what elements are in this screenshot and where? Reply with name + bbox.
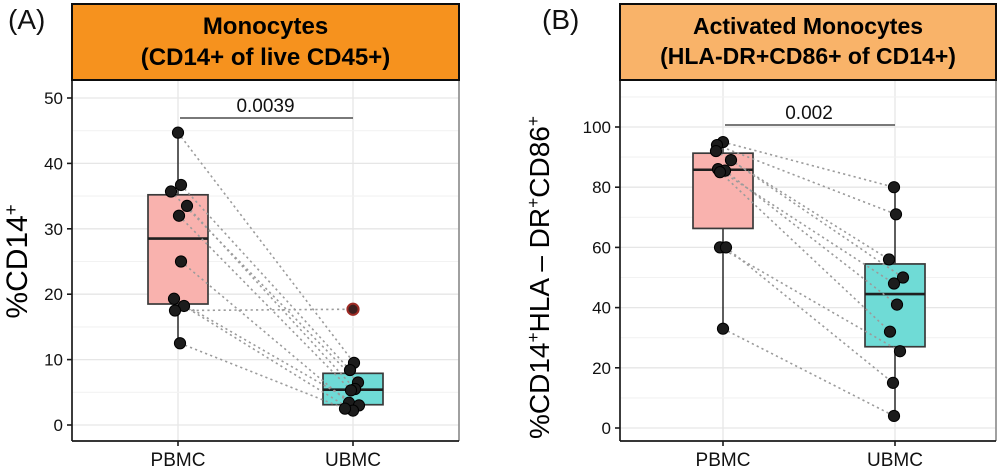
pair-line <box>183 305 354 412</box>
data-point-ubmc <box>890 298 904 311</box>
box-pbmc <box>692 152 754 230</box>
panel-b-label: (B) <box>542 4 580 35</box>
panel-a-title-line1: Monocytes <box>202 12 329 40</box>
y-tick-label: 0 <box>54 416 63 435</box>
data-point-pbmc <box>168 304 182 317</box>
outlier-point-ubmc <box>346 302 360 316</box>
data-point-pbmc <box>172 209 186 222</box>
y-tick-label: 0 <box>602 419 611 438</box>
data-point-ubmc <box>886 376 900 389</box>
data-point-ubmc <box>896 271 910 284</box>
data-point-ubmc <box>887 181 901 194</box>
data-point-ubmc <box>344 384 358 397</box>
x-tick-label: PBMC <box>696 450 751 469</box>
pair-line <box>730 159 904 279</box>
data-point-pbmc <box>173 337 187 350</box>
data-point-pbmc <box>171 126 185 139</box>
data-point-ubmc <box>889 208 903 221</box>
box-pbmc <box>147 193 209 305</box>
data-point-ubmc <box>338 402 352 415</box>
y-tick-label: 80 <box>592 178 611 197</box>
pair-line <box>724 170 898 306</box>
p-value-label: 0.002 <box>785 103 833 124</box>
pair-line <box>180 260 350 404</box>
panel-b-title-line1: Activated Monocytes <box>692 13 924 40</box>
x-tick-label: PBMC <box>151 450 206 469</box>
y-tick-label: 40 <box>592 299 611 318</box>
data-point-ubmc <box>893 345 907 358</box>
data-point-pbmc <box>716 322 730 335</box>
data-point-ubmc <box>887 409 901 423</box>
data-point-pbmc <box>719 241 733 254</box>
data-point-pbmc <box>174 178 188 192</box>
panel-a-title-line2: (CD14+ of live CD45+) <box>140 44 391 71</box>
y-tick-label: 40 <box>44 154 63 173</box>
pair-line <box>174 308 354 312</box>
x-tick-label: UBMC <box>325 450 381 469</box>
data-point-ubmc <box>883 325 897 338</box>
data-point-ubmc <box>887 277 901 290</box>
y-tick-label: 30 <box>44 220 63 239</box>
y-tick-label: 50 <box>44 89 63 108</box>
pair-line <box>717 168 895 285</box>
pair-line <box>725 246 894 384</box>
data-point-ubmc <box>882 253 896 266</box>
y-tick-label: 20 <box>592 359 611 378</box>
pair-line <box>719 246 901 352</box>
p-value-label: 0.0039 <box>236 96 294 117</box>
pair-line <box>180 184 351 371</box>
data-point-pbmc <box>713 166 727 179</box>
y-tick-label: 10 <box>44 351 63 370</box>
data-point-pbmc <box>164 185 178 198</box>
data-point-pbmc <box>174 255 188 268</box>
data-point-pbmc <box>724 154 738 167</box>
panel-b-header: Activated Monocytes (HLA-DR+CD86+ of CD1… <box>619 3 997 81</box>
y-tick-label: 100 <box>583 118 611 137</box>
y-tick-label: 20 <box>44 285 63 304</box>
data-point-pbmc <box>167 292 181 305</box>
data-point-pbmc <box>180 199 194 213</box>
y-axis-title: %CD14+HLA – DR+CD86+ <box>523 116 555 439</box>
data-point-ubmc <box>343 363 357 377</box>
pair-line <box>722 141 895 188</box>
x-tick-label: UBMC <box>867 450 923 469</box>
panel-a-header: Monocytes (CD14+ of live CD45+) <box>71 3 460 81</box>
pair-line <box>186 205 356 390</box>
panel-b-title-line2: (HLA-DR+CD86+ of CD14+) <box>660 43 956 69</box>
pair-line <box>179 342 346 410</box>
pair-line <box>719 171 891 333</box>
data-point-pbmc <box>709 144 723 158</box>
y-tick-label: 60 <box>592 238 611 257</box>
y-axis-title: %CD14+ <box>0 204 34 318</box>
panel-a-label: (A) <box>8 4 46 35</box>
